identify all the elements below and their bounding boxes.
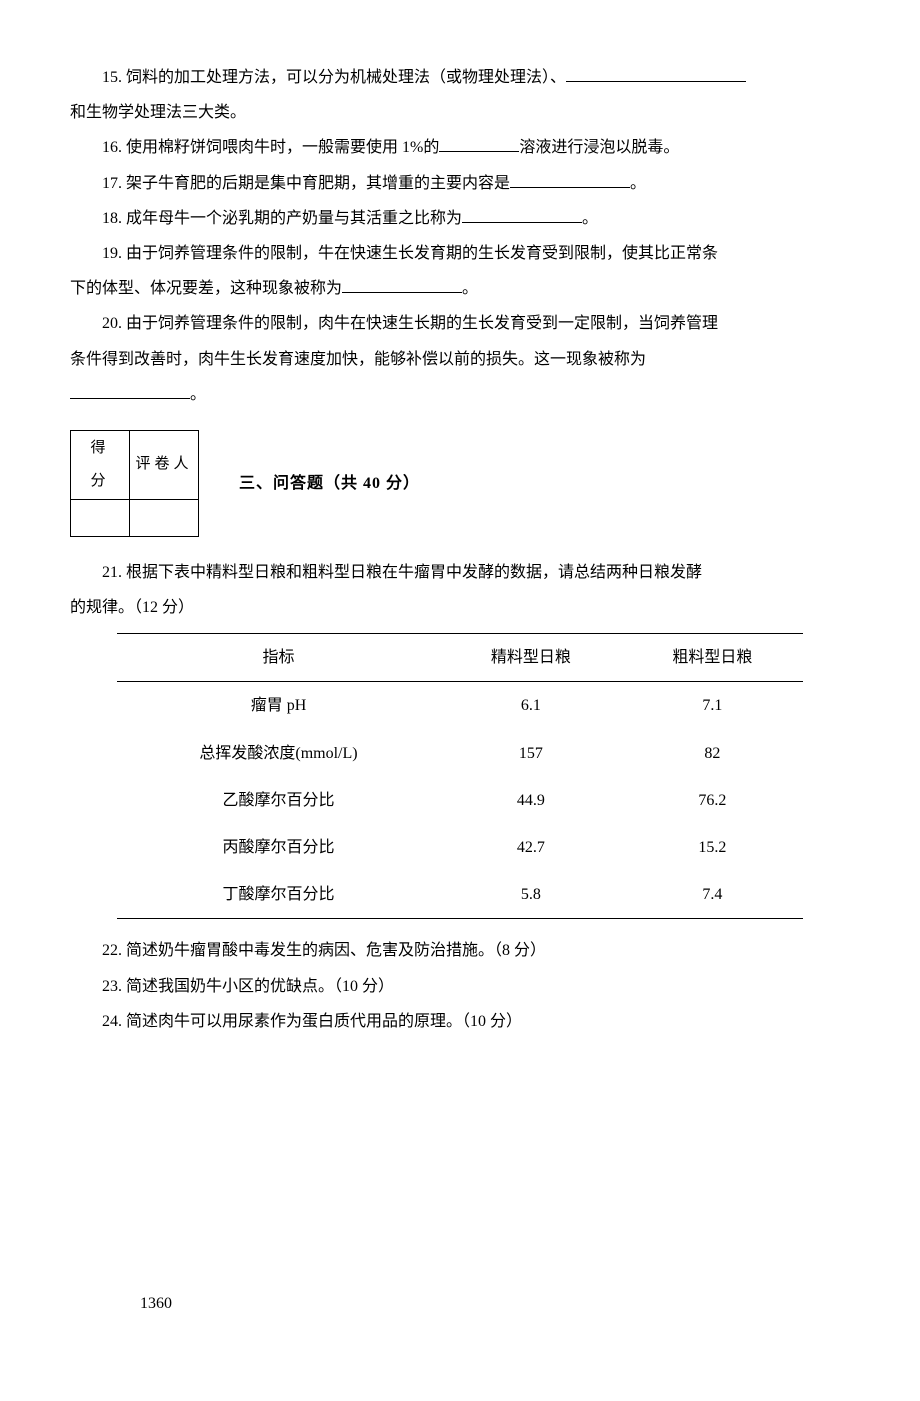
table-cell: 76.2 — [622, 777, 804, 824]
question-21-line2: 的规律。（12 分） — [70, 590, 850, 625]
question-20-line2: 条件得到改善时，肉牛生长发育速度加快，能够补偿以前的损失。这一现象被称为 — [70, 342, 850, 377]
table-col-concentrate: 精料型日粮 — [440, 634, 621, 682]
score-box-col-score: 得 分 — [71, 430, 130, 499]
question-16: 16. 使用棉籽饼饲喂肉牛时，一般需要使用 1%的 溶液进行浸泡以脱毒。 — [70, 130, 850, 165]
score-box-col-grader: 评卷人 — [130, 430, 199, 499]
question-16-text-a: 16. 使用棉籽饼饲喂肉牛时，一般需要使用 1%的 — [102, 139, 439, 156]
table-cell: 82 — [622, 730, 804, 777]
question-21-text-a: 21. 根据下表中精料型日粮和粗料型日粮在牛瘤胃中发酵的数据，请总结两种日粮发酵 — [102, 564, 702, 581]
table-cell: 15.2 — [622, 824, 804, 871]
question-15-line1: 15. 饲料的加工处理方法，可以分为机械处理法（或物理处理法）、 — [70, 60, 850, 95]
table-cell: 6.1 — [440, 682, 621, 730]
question-20-line1: 20. 由于饲养管理条件的限制，肉牛在快速生长期的生长发育受到一定限制，当饲养管… — [70, 306, 850, 341]
section-3-title: 三、问答题（共 40 分） — [239, 466, 420, 501]
question-15-text-a: 15. 饲料的加工处理方法，可以分为机械处理法（或物理处理法）、 — [102, 69, 566, 86]
blank-q19[interactable] — [342, 273, 462, 293]
table-cell: 42.7 — [440, 824, 621, 871]
question-22-text: 22. 简述奶牛瘤胃酸中毒发生的病因、危害及防治措施。（8 分） — [102, 942, 546, 959]
question-19-text-b: 下的体型、体况要差，这种现象被称为 — [70, 280, 342, 297]
blank-q16[interactable] — [439, 132, 519, 152]
score-box-score-cell[interactable] — [71, 499, 130, 536]
question-21-line1: 21. 根据下表中精料型日粮和粗料型日粮在牛瘤胃中发酵的数据，请总结两种日粮发酵 — [70, 555, 850, 590]
blank-q17[interactable] — [510, 167, 630, 187]
blank-q15[interactable] — [566, 62, 746, 82]
table-row: 丙酸摩尔百分比 42.7 15.2 — [117, 824, 803, 871]
question-19-text-a: 19. 由于饲养管理条件的限制，牛在快速生长发育期的生长发育受到限制，使其比正常… — [102, 245, 718, 262]
question-24: 24. 简述肉牛可以用尿素作为蛋白质代用品的原理。（10 分） — [70, 1004, 850, 1039]
question-16-text-b: 溶液进行浸泡以脱毒。 — [519, 139, 679, 156]
question-24-text: 24. 简述肉牛可以用尿素作为蛋白质代用品的原理。（10 分） — [102, 1013, 522, 1030]
table-cell: 7.1 — [622, 682, 804, 730]
page-number: 1360 — [140, 1286, 172, 1321]
question-17-text-a: 17. 架子牛育肥的后期是集中育肥期，其增重的主要内容是 — [102, 175, 510, 192]
blank-q20[interactable] — [70, 379, 190, 399]
question-17-text-b: 。 — [630, 175, 646, 192]
question-20-text-c: 。 — [190, 386, 206, 403]
table-cell: 7.4 — [622, 871, 804, 919]
section-3-header-row: 得 分 评卷人 三、问答题（共 40 分） — [70, 430, 850, 537]
score-box: 得 分 评卷人 — [70, 430, 199, 537]
table-row: 丁酸摩尔百分比 5.8 7.4 — [117, 871, 803, 919]
question-19-line2: 下的体型、体况要差，这种现象被称为 。 — [70, 271, 850, 306]
question-22: 22. 简述奶牛瘤胃酸中毒发生的病因、危害及防治措施。（8 分） — [70, 933, 850, 968]
table-cell: 丁酸摩尔百分比 — [117, 871, 440, 919]
question-17: 17. 架子牛育肥的后期是集中育肥期，其增重的主要内容是 。 — [70, 166, 850, 201]
question-23-text: 23. 简述我国奶牛小区的优缺点。（10 分） — [102, 978, 394, 995]
question-18-text-b: 。 — [582, 210, 598, 227]
question-18: 18. 成年母牛一个泌乳期的产奶量与其活重之比称为 。 — [70, 201, 850, 236]
table-header-row: 指标 精料型日粮 粗料型日粮 — [117, 634, 803, 682]
table-cell: 乙酸摩尔百分比 — [117, 777, 440, 824]
table-cell: 5.8 — [440, 871, 621, 919]
table-row: 乙酸摩尔百分比 44.9 76.2 — [117, 777, 803, 824]
score-box-grader-cell[interactable] — [130, 499, 199, 536]
table-col-indicator: 指标 — [117, 634, 440, 682]
table-cell: 157 — [440, 730, 621, 777]
question-15-text-b: 和生物学处理法三大类。 — [70, 104, 246, 121]
question-20-text-b: 条件得到改善时，肉牛生长发育速度加快，能够补偿以前的损失。这一现象被称为 — [70, 351, 646, 368]
question-19-text-c: 。 — [462, 280, 478, 297]
question-23: 23. 简述我国奶牛小区的优缺点。（10 分） — [70, 969, 850, 1004]
question-20-text-a: 20. 由于饲养管理条件的限制，肉牛在快速生长期的生长发育受到一定限制，当饲养管… — [102, 315, 718, 332]
table-cell: 丙酸摩尔百分比 — [117, 824, 440, 871]
question-20-line3: 。 — [70, 377, 850, 412]
question-15-line2: 和生物学处理法三大类。 — [70, 95, 850, 130]
table-cell: 瘤胃 pH — [117, 682, 440, 730]
table-row: 瘤胃 pH 6.1 7.1 — [117, 682, 803, 730]
table-row: 总挥发酸浓度(mmol/L) 157 82 — [117, 730, 803, 777]
table-col-roughage: 粗料型日粮 — [622, 634, 804, 682]
table-cell: 44.9 — [440, 777, 621, 824]
question-18-text-a: 18. 成年母牛一个泌乳期的产奶量与其活重之比称为 — [102, 210, 462, 227]
question-19-line1: 19. 由于饲养管理条件的限制，牛在快速生长发育期的生长发育受到限制，使其比正常… — [70, 236, 850, 271]
table-cell: 总挥发酸浓度(mmol/L) — [117, 730, 440, 777]
fermentation-table: 指标 精料型日粮 粗料型日粮 瘤胃 pH 6.1 7.1 总挥发酸浓度(mmol… — [117, 633, 803, 919]
question-21-text-b: 的规律。（12 分） — [70, 599, 194, 616]
blank-q18[interactable] — [462, 203, 582, 223]
